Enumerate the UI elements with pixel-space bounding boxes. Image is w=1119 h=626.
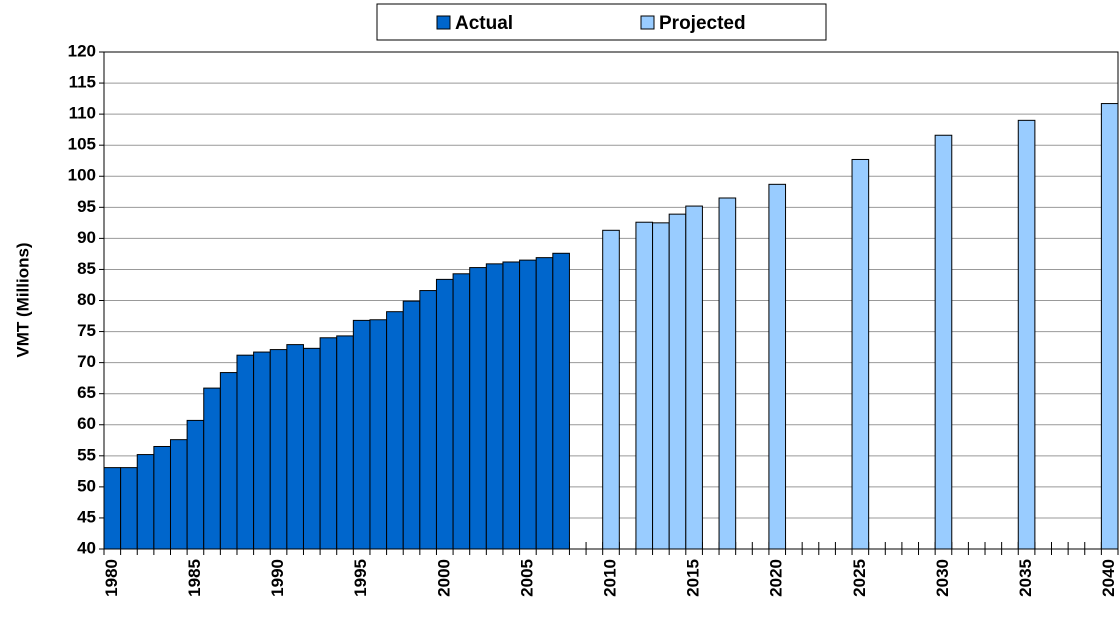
x-tick-label: 2005 xyxy=(517,559,536,597)
y-tick-label: 95 xyxy=(77,197,96,216)
y-tick-label: 115 xyxy=(69,73,96,92)
legend-box xyxy=(376,3,827,41)
bar xyxy=(186,419,205,550)
y-tick-label: 50 xyxy=(77,476,96,495)
bar xyxy=(851,158,870,550)
y-tick-label: 110 xyxy=(69,104,96,123)
bar xyxy=(435,278,454,550)
y-tick-label: 45 xyxy=(77,507,96,526)
x-tick-label: 2030 xyxy=(933,559,952,597)
bar xyxy=(602,229,620,550)
legend-label: Actual xyxy=(455,13,513,34)
bar xyxy=(386,311,404,550)
legend-swatch xyxy=(640,15,655,30)
bar xyxy=(402,300,421,550)
bar xyxy=(685,205,703,550)
x-tick-label: 1995 xyxy=(351,559,370,597)
bar xyxy=(519,259,537,550)
bar xyxy=(302,347,321,550)
legend-swatch xyxy=(436,15,451,30)
x-tick-label: 1990 xyxy=(268,559,287,597)
bar xyxy=(1017,119,1036,550)
y-tick-label: 75 xyxy=(77,321,96,340)
x-tick-label: 2010 xyxy=(600,559,619,597)
y-tick-label: 70 xyxy=(77,352,96,371)
bar xyxy=(718,197,737,550)
bar xyxy=(369,319,388,550)
bar xyxy=(352,319,371,550)
y-tick-label: 85 xyxy=(77,259,96,278)
bar xyxy=(120,467,138,550)
y-tick-label: 65 xyxy=(77,383,96,402)
bar xyxy=(419,290,437,550)
bar xyxy=(502,261,521,550)
bar xyxy=(136,454,155,550)
x-tick-label: 2020 xyxy=(767,559,786,597)
bar xyxy=(1100,103,1119,550)
y-tick-label: 100 xyxy=(68,166,96,185)
y-tick-label: 105 xyxy=(68,135,96,154)
bar xyxy=(652,222,670,550)
bar xyxy=(219,372,238,550)
bar xyxy=(485,263,504,550)
bar xyxy=(535,257,554,550)
y-tick-label: 120 xyxy=(68,41,96,60)
y-tick-label: 90 xyxy=(77,228,96,247)
bar xyxy=(269,349,288,550)
bar xyxy=(469,267,487,550)
y-axis-label: VMT (Millions) xyxy=(13,242,32,357)
y-tick-label: 60 xyxy=(77,414,96,433)
bar xyxy=(336,335,354,550)
y-tick-label: 40 xyxy=(77,538,96,557)
bar xyxy=(934,134,953,550)
x-tick-label: 2015 xyxy=(684,559,703,597)
plot-border xyxy=(103,51,1119,550)
bar xyxy=(668,213,687,550)
y-tick-label: 55 xyxy=(77,445,96,464)
bar xyxy=(552,252,570,550)
bar xyxy=(319,337,338,550)
bar xyxy=(452,273,471,550)
x-tick-label: 2025 xyxy=(850,559,869,597)
x-tick-label: 2040 xyxy=(1099,559,1118,597)
bar xyxy=(768,183,787,550)
bar xyxy=(635,221,654,550)
bar xyxy=(103,467,122,550)
x-tick-label: 2000 xyxy=(434,559,453,597)
bar xyxy=(236,354,255,550)
bar xyxy=(153,445,171,550)
bar xyxy=(253,351,271,550)
bar xyxy=(169,439,188,550)
bar xyxy=(203,387,221,550)
x-tick-label: 1980 xyxy=(102,559,121,597)
x-tick-label: 1985 xyxy=(185,559,204,597)
y-tick-label: 80 xyxy=(77,290,96,309)
x-tick-label: 2035 xyxy=(1016,559,1035,597)
legend-label: Projected xyxy=(659,13,746,34)
bar xyxy=(286,344,304,550)
